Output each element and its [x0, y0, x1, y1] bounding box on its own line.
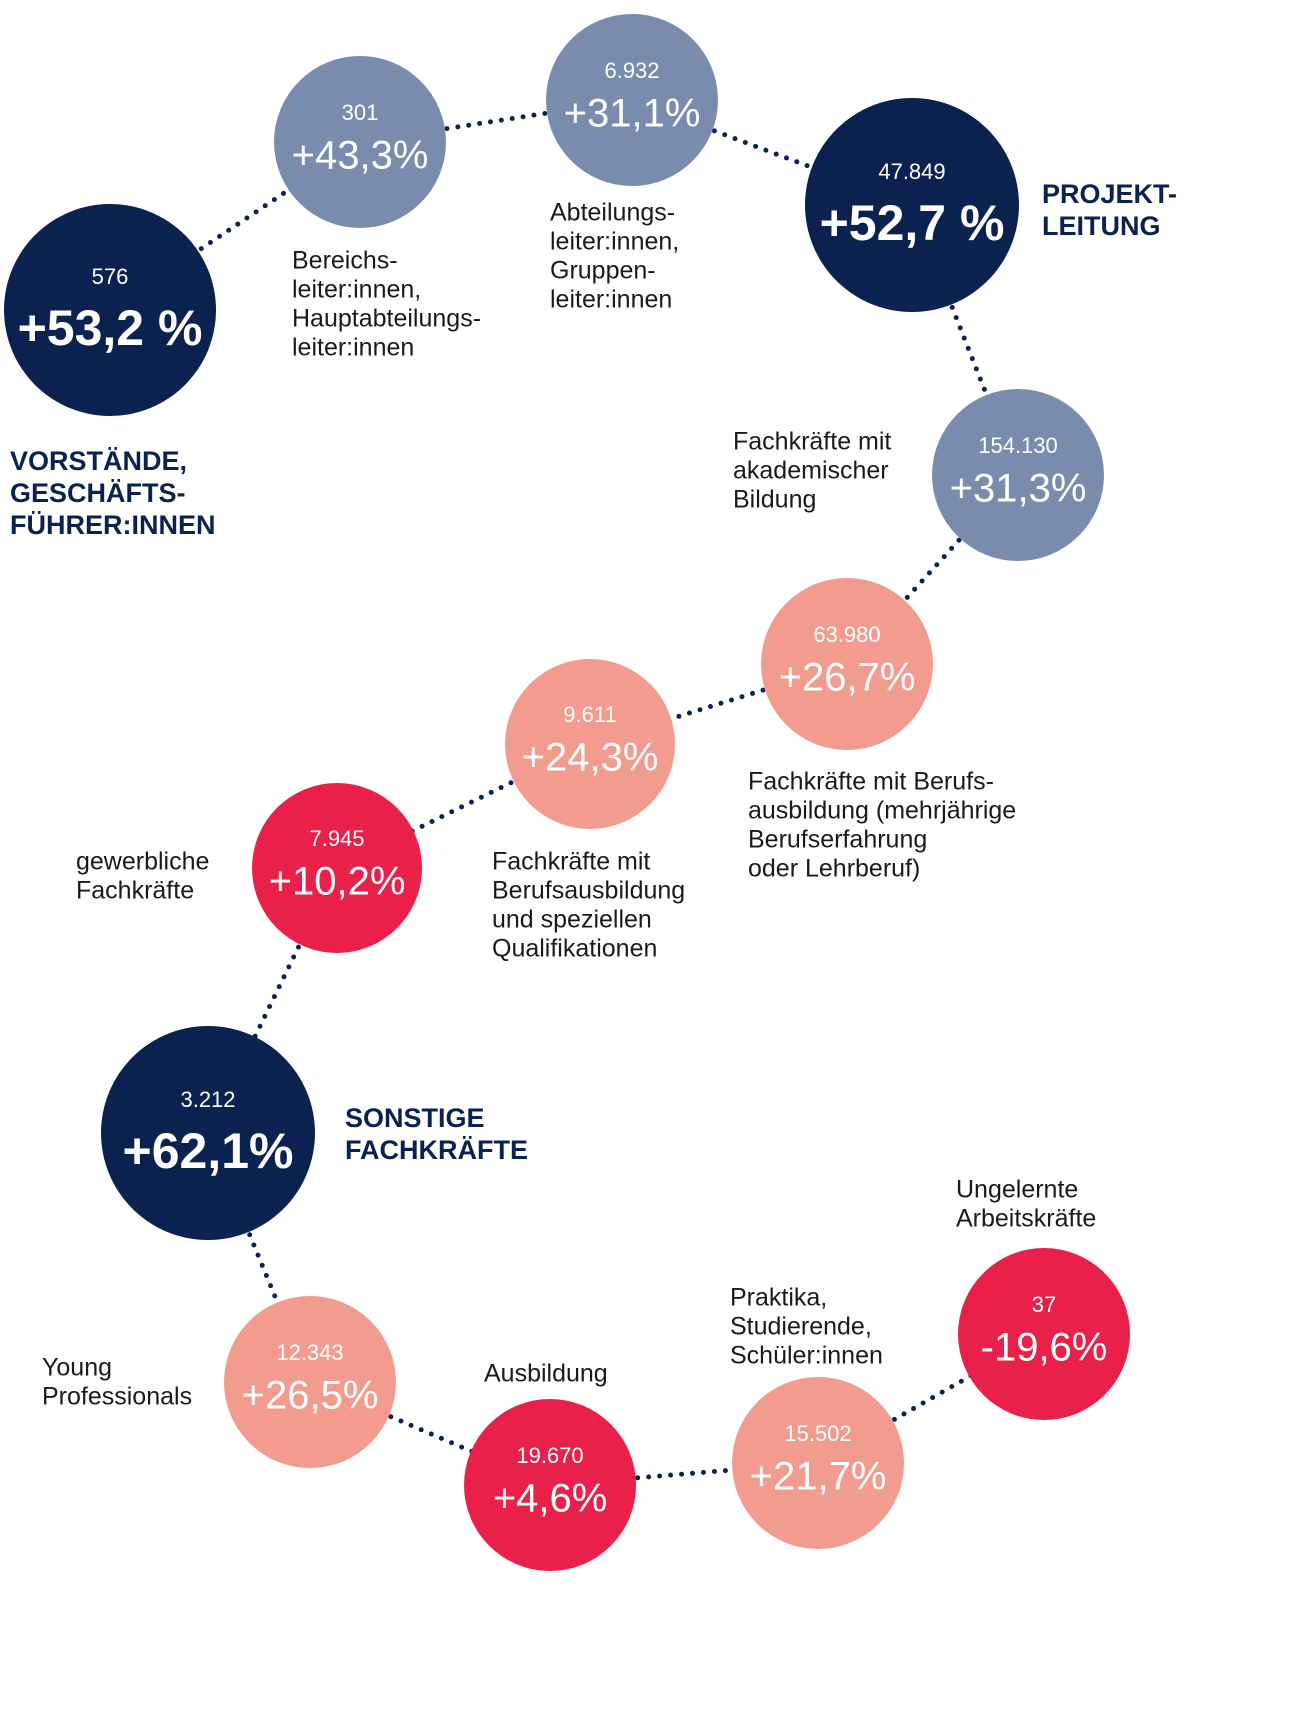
node-label: Fachkräfte mit: [492, 848, 650, 876]
node-label: FÜHRER:INNEN: [10, 510, 216, 540]
node-number: 7.945: [309, 826, 364, 851]
node-label: gewerbliche: [76, 848, 209, 876]
node-label: PROJEKT-: [1042, 179, 1177, 209]
node-label: oder Lehrberuf): [748, 855, 920, 883]
node-change: +31,1%: [564, 92, 701, 136]
node-change: +26,5%: [242, 1374, 379, 1418]
connector: [334, 741, 593, 871]
node-label: Young: [42, 1354, 112, 1382]
node-change: +21,7%: [750, 1455, 887, 1499]
node-number: 3.212: [180, 1087, 235, 1112]
node-change: +43,3%: [292, 134, 429, 178]
node-label: Praktika,: [730, 1284, 827, 1312]
node-number: 9.611: [563, 702, 616, 727]
node-number: 19.670: [516, 1443, 583, 1468]
node-label: Abteilungs-: [550, 199, 675, 227]
node-label: leiter:innen,: [292, 276, 421, 304]
node-circle: [761, 578, 933, 750]
node-circle: [505, 659, 675, 829]
node-circle: [274, 56, 446, 228]
node: 19.670 +4,6% Ausbildung: [464, 1360, 636, 1571]
node-label: Schüler:innen: [730, 1342, 883, 1370]
node-circle: [101, 1026, 315, 1240]
node-number: 37: [1032, 1292, 1056, 1317]
node-label: akademischer: [733, 457, 889, 485]
node-label: Gruppen-: [550, 257, 656, 285]
node-change: +10,2%: [269, 860, 406, 904]
node-number: 63.980: [813, 622, 880, 647]
node-circle: [464, 1399, 636, 1571]
node-circle: [805, 98, 1019, 312]
node-label: und speziellen: [492, 906, 652, 934]
node-number: 6.932: [604, 58, 659, 83]
node: 47.849 +52,7 % PROJEKT-LEITUNG: [805, 98, 1177, 312]
node-circle: [546, 14, 718, 186]
node-label: SONSTIGE: [345, 1103, 485, 1133]
node-number: 301: [342, 100, 379, 125]
node-label: ausbildung (mehrjährige: [748, 797, 1016, 825]
node-change: +4,6%: [493, 1477, 608, 1521]
node-change: +53,2 %: [18, 300, 203, 356]
node-label: leiter:innen,: [550, 228, 679, 256]
node-label: Ausbildung: [484, 1360, 608, 1388]
node-label: Ungelernte: [956, 1176, 1078, 1204]
node-label: Fachkräfte mit Berufs-: [748, 768, 994, 796]
node-label: Studierende,: [730, 1313, 872, 1341]
node: 154.130 +31,3% Fachkräfte mitakademischerB…: [733, 389, 1104, 561]
node-change: -19,6%: [981, 1326, 1108, 1370]
node-circle: [932, 389, 1104, 561]
node-change: +31,3%: [950, 467, 1087, 511]
node-label: Bereichs-: [292, 247, 398, 275]
node-number: 12.343: [276, 1340, 343, 1365]
node-number: 576: [92, 264, 129, 289]
node-change: +26,7%: [779, 656, 916, 700]
node-label: Bildung: [733, 486, 816, 514]
node-circle: [732, 1377, 904, 1549]
node-circle: [4, 204, 216, 416]
node-label: leiter:innen: [550, 286, 672, 314]
node-label: leiter:innen: [292, 334, 414, 362]
node-circle: [958, 1248, 1130, 1420]
node-label: VORSTÄNDE,: [10, 446, 187, 476]
node-label: Berufserfahrung: [748, 826, 927, 854]
node-change: +62,1%: [123, 1123, 294, 1179]
node-label: Fachkräfte: [76, 877, 194, 905]
node: 6.932 +31,1% Abteilungs-leiter:innen,Grupp…: [546, 14, 718, 314]
node-label: Fachkräfte mit: [733, 428, 891, 456]
node-label: GESCHÄFTS-: [10, 478, 186, 508]
node-number: 15.502: [784, 1421, 851, 1446]
node-label: FACHKRÄFTE: [345, 1135, 528, 1165]
node-number: 47.849: [878, 159, 945, 184]
node: 576 +53,2 % VORSTÄNDE,GESCHÄFTS-FÜHRER:INN…: [4, 204, 216, 540]
node-change: +52,7 %: [820, 195, 1005, 251]
node: 63.980 +26,7% Fachkräfte mit Berufs-ausbil…: [748, 578, 1016, 883]
node-label: Professionals: [42, 1383, 192, 1411]
node-change: +24,3%: [522, 736, 659, 780]
node-label: Hauptabteilungs-: [292, 305, 481, 333]
node-label: Qualifikationen: [492, 935, 657, 963]
node: 9.611 +24,3% Fachkräfte mitBerufsausbildun…: [492, 659, 685, 963]
node-label: LEITUNG: [1042, 211, 1161, 241]
node-number: 154.130: [978, 433, 1058, 458]
node-label: Berufsausbildung: [492, 877, 685, 905]
node: 15.502 +21,7% Praktika,Studierende,Schüler…: [730, 1284, 904, 1549]
node-circle: [224, 1296, 396, 1468]
node-circle: [252, 783, 422, 953]
node: 301 +43,3% Bereichs-leiter:innen,Hauptabte…: [274, 56, 481, 362]
node-label: Arbeitskräfte: [956, 1205, 1096, 1233]
